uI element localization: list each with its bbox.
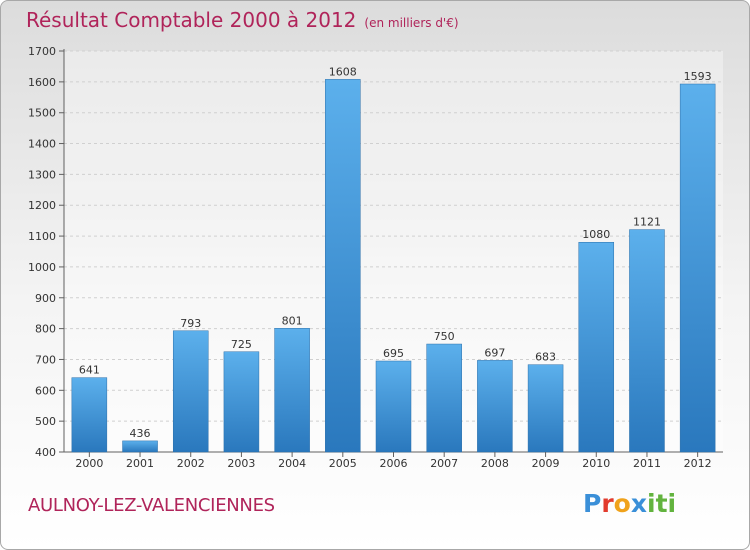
bar-value-label: 793 (180, 317, 201, 330)
proxiti-logo: Proxiti (583, 489, 676, 518)
y-tick-label: 1300 (28, 168, 56, 181)
y-tick-label: 1200 (28, 199, 56, 212)
x-tick-label: 2012 (684, 457, 712, 470)
bar-value-label: 750 (434, 330, 455, 343)
bar (527, 364, 564, 453)
y-tick-label: 1100 (28, 230, 56, 243)
x-tick-label: 2006 (380, 457, 408, 470)
city-name: AULNOY-LEZ-VALENCIENNES (28, 495, 275, 516)
bar (223, 351, 260, 453)
bar-value-label: 641 (79, 364, 100, 377)
bar-value-label: 1608 (329, 65, 357, 78)
y-tick-label: 400 (35, 446, 56, 459)
logo-letter-4: x (630, 489, 647, 518)
chart-title: Résultat Comptable 2000 à 2012 (en millie… (26, 8, 459, 32)
y-tick-label: 600 (35, 384, 56, 397)
logo-letter-1: P (583, 489, 602, 518)
bar (122, 440, 158, 453)
logo-letter-3: o (613, 489, 631, 518)
logo-letter-2: r (601, 489, 614, 518)
bar (426, 343, 462, 453)
logo-letter-6: ti (655, 489, 677, 518)
bar (679, 83, 716, 453)
logo-letter-5: i (647, 489, 656, 518)
bar-value-label: 436 (130, 427, 151, 440)
x-tick-label: 2009 (532, 457, 560, 470)
bar (578, 241, 615, 453)
bar (325, 79, 361, 453)
bar-value-label: 695 (383, 347, 404, 360)
x-tick-label: 2005 (329, 457, 357, 470)
bar-value-label: 683 (535, 351, 556, 364)
y-tick-label: 1700 (28, 45, 56, 58)
y-tick-label: 500 (35, 415, 56, 428)
x-tick-label: 2000 (75, 457, 103, 470)
y-tick-label: 1500 (28, 107, 56, 120)
bar-value-label: 1080 (582, 228, 610, 241)
bar-value-label: 1593 (684, 70, 712, 83)
x-tick-label: 2002 (177, 457, 205, 470)
title-text: Résultat Comptable 2000 à 2012 (26, 8, 357, 32)
x-tick-label: 2003 (227, 457, 255, 470)
bar (629, 229, 665, 453)
y-tick-label: 1400 (28, 138, 56, 151)
bar-value-label: 1121 (633, 216, 661, 229)
title-unit: (en milliers d'€) (364, 16, 459, 30)
y-tick-label: 1600 (28, 76, 56, 89)
x-tick-label: 2008 (481, 457, 509, 470)
bar (375, 360, 412, 453)
x-tick-label: 2010 (582, 457, 610, 470)
bar (274, 328, 310, 453)
bar-value-label: 725 (231, 338, 252, 351)
y-tick-label: 1000 (28, 261, 56, 274)
y-tick-label: 800 (35, 323, 56, 336)
x-tick-label: 2007 (430, 457, 458, 470)
x-tick-label: 2001 (126, 457, 154, 470)
bar (172, 330, 209, 453)
bar-value-label: 801 (282, 314, 303, 327)
x-tick-label: 2011 (633, 457, 661, 470)
bar (71, 377, 108, 453)
bar-value-label: 697 (484, 346, 505, 359)
x-tick-label: 2004 (278, 457, 306, 470)
y-tick-label: 700 (35, 353, 56, 366)
bar (477, 360, 513, 453)
y-tick-label: 900 (35, 292, 56, 305)
